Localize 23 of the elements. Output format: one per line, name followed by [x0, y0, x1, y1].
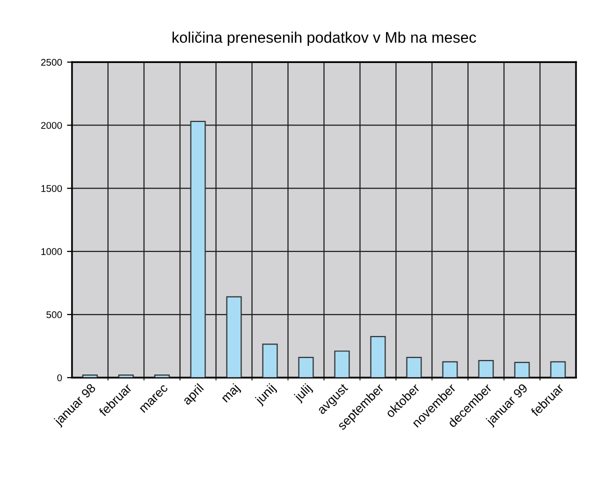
y-tick-label: 500 — [46, 311, 62, 318]
bar — [118, 374, 134, 378]
bar — [406, 356, 422, 378]
bar — [190, 120, 206, 378]
bar — [514, 362, 530, 378]
bar — [226, 296, 242, 378]
bar — [370, 336, 386, 378]
y-tick-label: 0 — [57, 374, 62, 382]
bar — [154, 374, 170, 378]
bar — [82, 374, 98, 378]
x-tick-label: julij — [293, 383, 314, 404]
bar — [298, 356, 314, 378]
y-tick-label: 2000 — [41, 122, 62, 129]
bar — [442, 361, 458, 378]
bar — [478, 360, 494, 378]
y-tick-label: 1000 — [41, 248, 62, 256]
bar — [262, 344, 278, 378]
bar — [550, 361, 566, 378]
y-tick-label: 1500 — [41, 185, 62, 192]
bar — [334, 350, 350, 378]
y-tick-label: 2500 — [41, 58, 62, 66]
x-tick-label: maj — [220, 383, 242, 404]
chart-title: količina prenesenih podatkov v Mb na mesec — [172, 32, 476, 46]
